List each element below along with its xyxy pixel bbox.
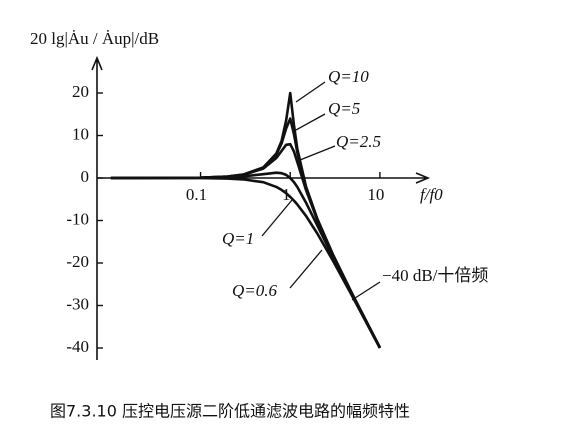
series-label: Q=5	[328, 99, 360, 118]
leader-line	[295, 81, 326, 103]
leader-line	[289, 249, 323, 289]
x-axis-label: f/f0	[420, 185, 443, 204]
series-label: Q=0.6	[232, 281, 277, 300]
y-axis	[91, 55, 103, 360]
slope-annotation: −40 dB/十倍频	[382, 266, 488, 285]
y-tick-label: 20	[72, 82, 89, 101]
x-tick-label: 0.1	[186, 185, 207, 204]
caption: 图7.3.10 压控电压源二阶低通滤波电路的幅频特性	[50, 402, 410, 421]
series-label: Q=2.5	[336, 132, 381, 151]
curve	[110, 171, 382, 349]
y-tick-label: -10	[66, 209, 89, 228]
leader-line	[295, 113, 326, 131]
y-axis-label: 20 lg|Ȧu / Ȧup|/dB	[30, 29, 159, 48]
y-tick-label: 0	[81, 167, 90, 186]
leader-line	[261, 199, 293, 237]
leader-line	[351, 281, 381, 301]
curve	[110, 176, 382, 349]
y-tick-label: -30	[66, 294, 89, 313]
series-label: Q=10	[328, 67, 369, 86]
y-tick-label: -40	[66, 337, 89, 356]
y-tick-label: -20	[66, 252, 89, 271]
leader-line	[299, 145, 336, 161]
y-tick-label: 10	[72, 124, 89, 143]
x-tick-label: 10	[367, 185, 384, 204]
series-label: Q=1	[222, 229, 254, 248]
